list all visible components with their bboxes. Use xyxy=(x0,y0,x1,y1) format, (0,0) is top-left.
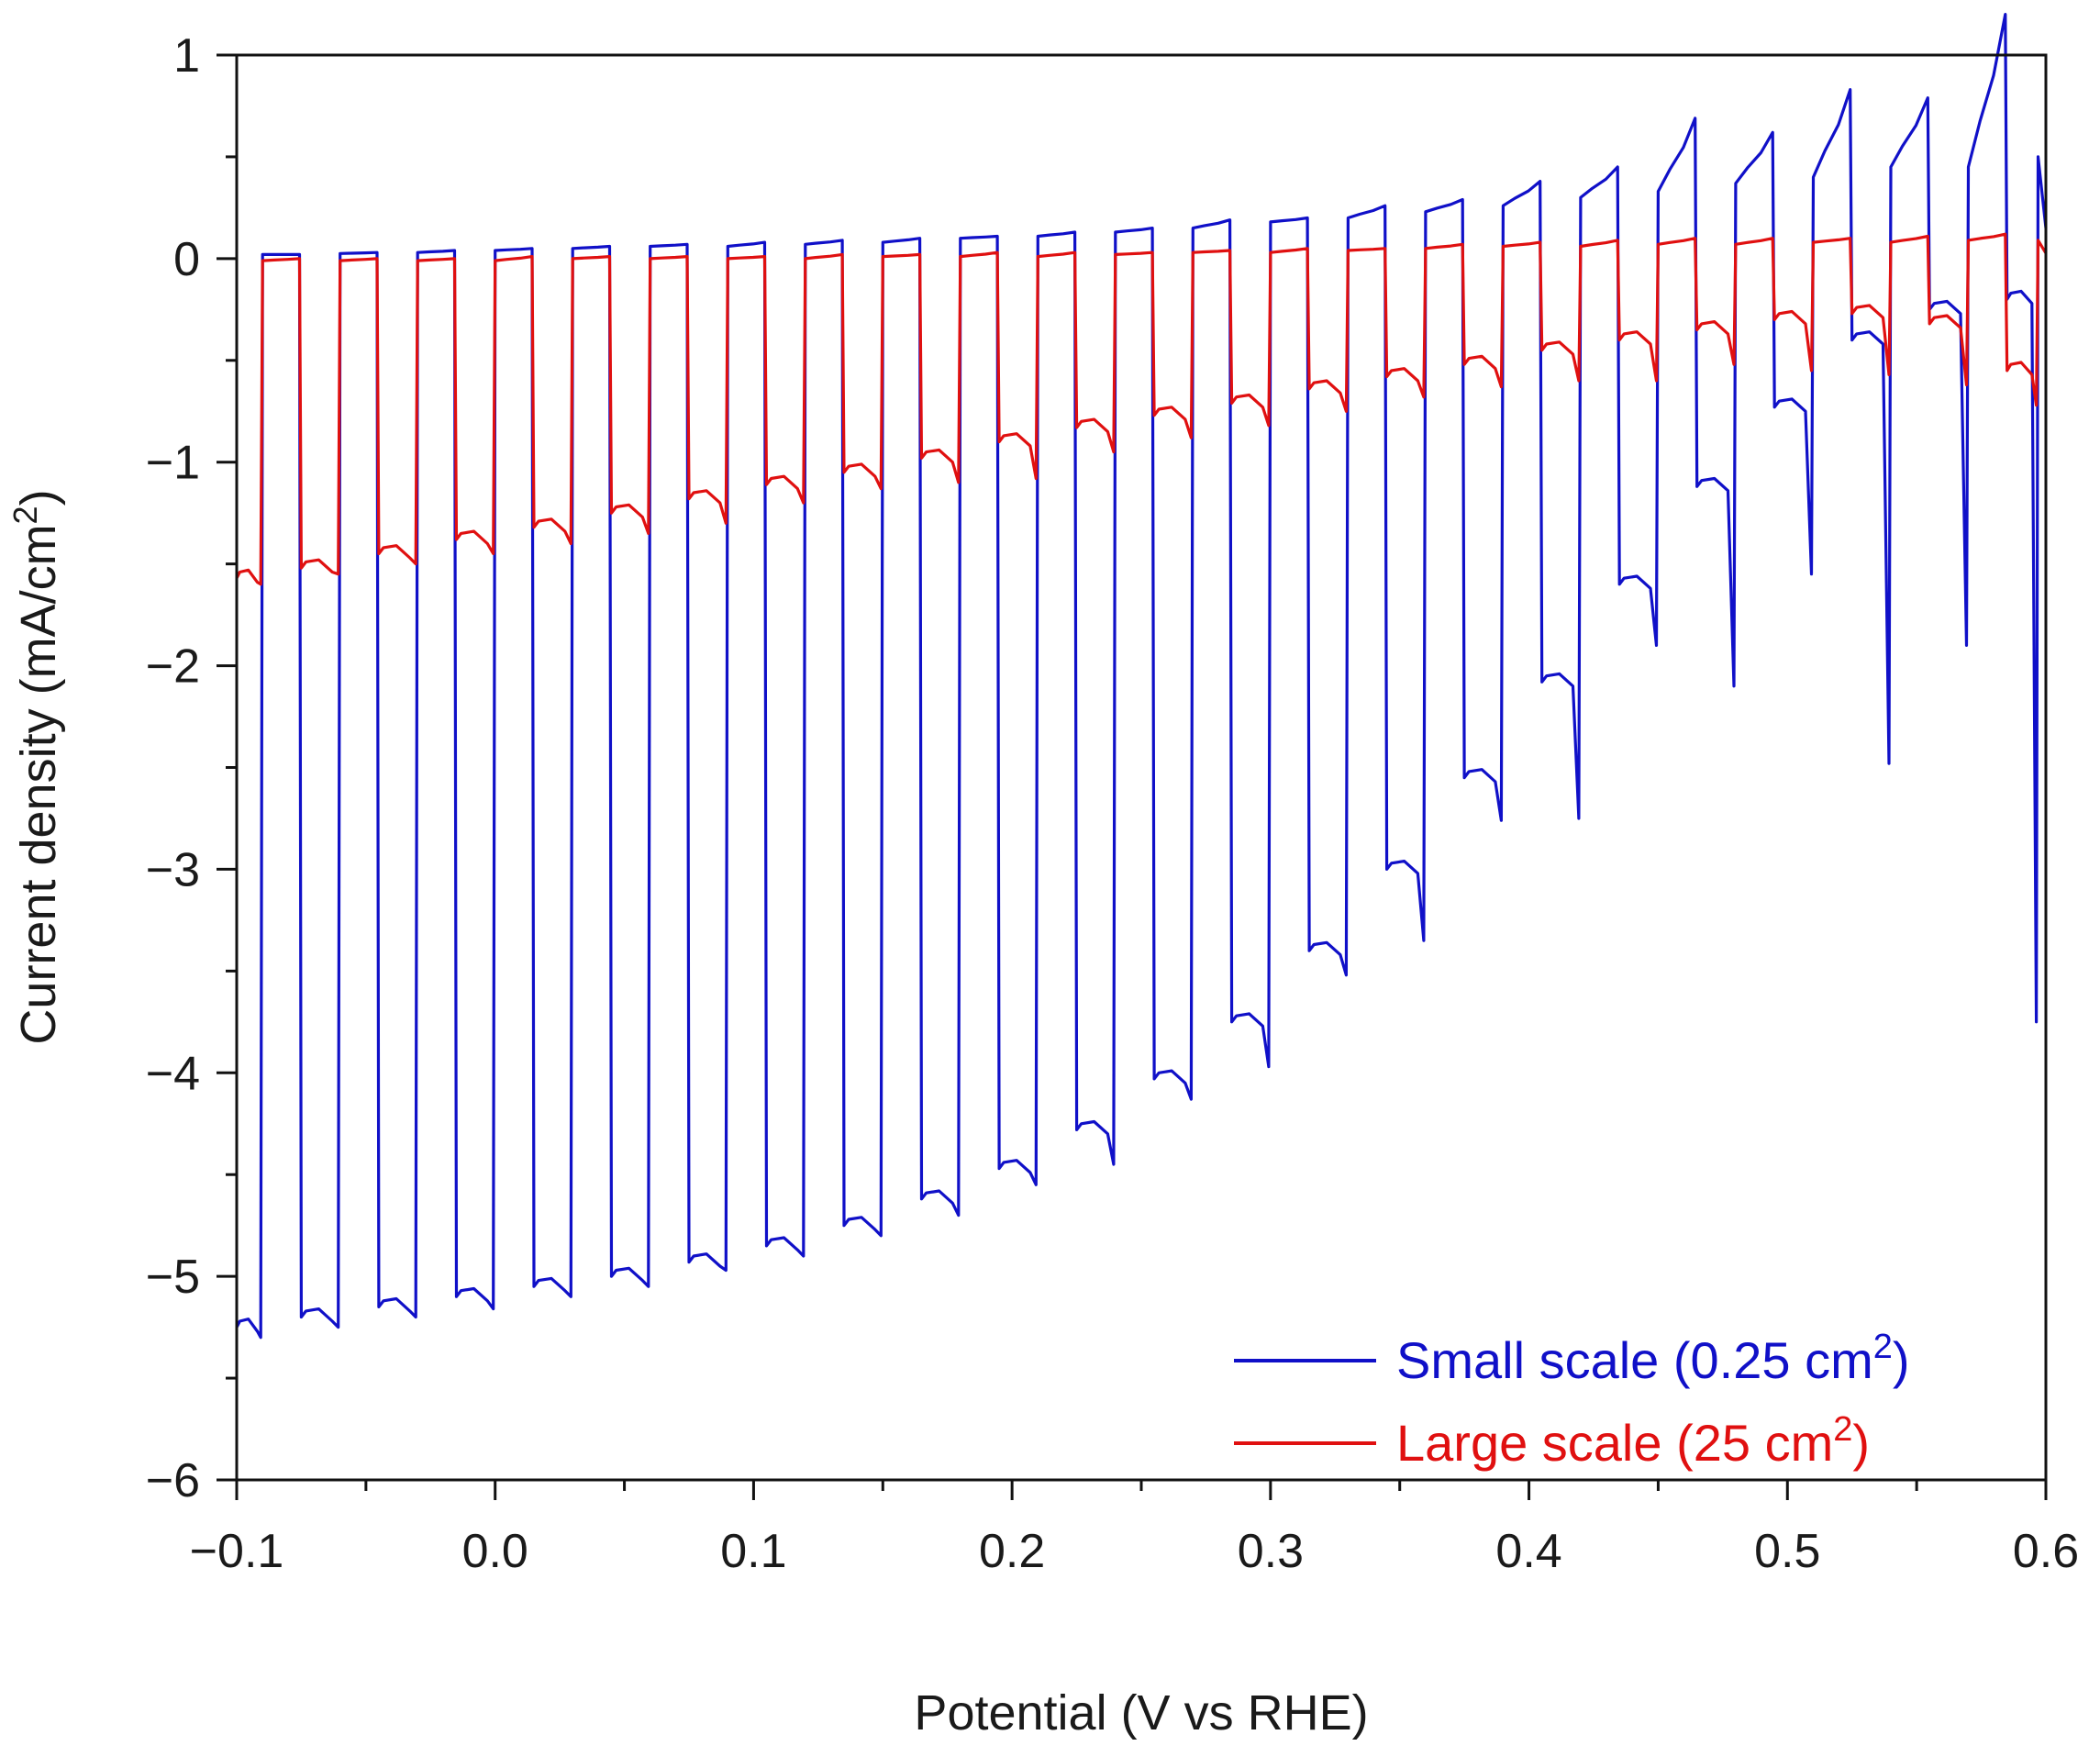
y-axis-title-close: ) xyxy=(11,489,66,506)
y-tick-label: −6 xyxy=(146,1454,200,1507)
series-line-large-scale xyxy=(235,232,2048,586)
x-tick-label: 0.3 xyxy=(1238,1525,1304,1578)
x-axis-title: Potential (V vs RHE) xyxy=(914,1685,1368,1740)
x-tick-label: 0.2 xyxy=(979,1525,1045,1578)
x-tick-label: 0.0 xyxy=(462,1525,528,1578)
y-tick-label: −5 xyxy=(146,1251,200,1304)
legend: Small scale (0.25 cm2) Large scale (25 c… xyxy=(1234,1328,1910,1472)
y-tick-label: 1 xyxy=(173,29,200,83)
x-tick-label: −0.1 xyxy=(190,1525,284,1578)
ticks-layer xyxy=(217,53,2048,1500)
y-tick-label: −3 xyxy=(146,843,200,896)
series-line-small-scale xyxy=(235,13,2048,1340)
x-tick-label: 0.4 xyxy=(1495,1525,1561,1578)
tick-labels-layer: −0.1 0.0 0.1 0.2 0.3 0.4 0.5 0.6 1 0 −1 −2 −3 −4 −5 −6 xyxy=(146,29,2079,1578)
x-tick-label: 0.5 xyxy=(1754,1525,1820,1578)
legend-label-large-scale: Large scale (25 cm2) xyxy=(1396,1410,1870,1472)
y-tick-label: −1 xyxy=(146,437,200,490)
y-axis-title-main: Current density (mA/cm xyxy=(11,524,66,1044)
y-tick-label: 0 xyxy=(173,233,200,286)
series-layer xyxy=(235,13,2048,1340)
y-axis-title: Current density (mA/cm2) xyxy=(6,489,66,1044)
x-tick-label: 0.6 xyxy=(2013,1525,2079,1578)
x-tick-label: 0.1 xyxy=(720,1525,786,1578)
y-tick-label: −4 xyxy=(146,1047,200,1100)
y-tick-label: −2 xyxy=(146,640,200,694)
y-axis-title-superscript: 2 xyxy=(6,506,44,524)
legend-label-small-scale: Small scale (0.25 cm2) xyxy=(1396,1328,1910,1389)
